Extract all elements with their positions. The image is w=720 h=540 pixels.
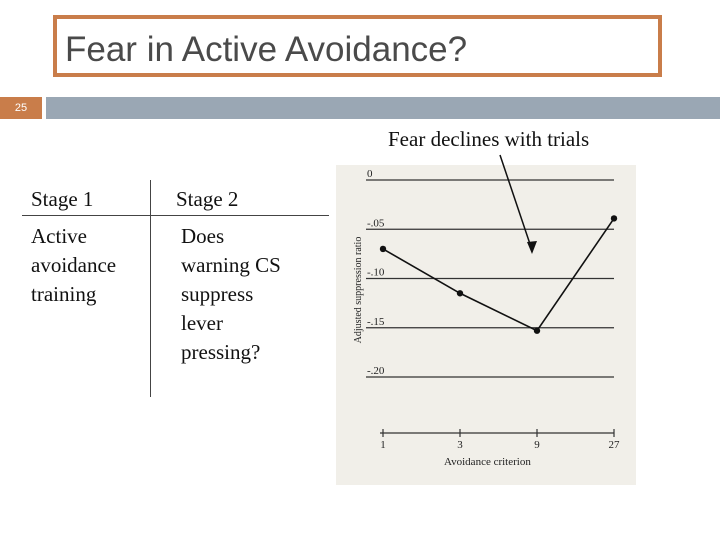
stage2-line: pressing?	[181, 340, 261, 364]
stage2-line: warning CS	[181, 253, 281, 277]
stage2-line: Does	[181, 224, 225, 248]
slide-number: 25	[0, 97, 42, 119]
chart-svg: 0 -.05 -.10 -.15 -.20 1 3 9 27 Avoidance criterio…	[353, 168, 621, 468]
series-line	[382, 217, 615, 332]
table-cell-stage2: Does warning CS suppress lever pressing?	[181, 222, 321, 367]
table-header-divider	[22, 215, 329, 216]
suppression-chart: 0 -.05 -.10 -.15 -.20 1 3 9 27 Avoidance criterio…	[336, 165, 636, 485]
table-header-stage2: Stage 2	[176, 187, 239, 211]
y-axis-label: Adjusted suppression ratio	[353, 237, 364, 344]
data-point	[610, 215, 618, 222]
annotation-text: Fear declines with trials	[388, 127, 590, 151]
header-bar	[46, 97, 720, 119]
x-tick-label: 1	[380, 439, 386, 451]
title-box: Fear in Active Avoidance?	[53, 15, 662, 77]
data-point	[456, 290, 464, 297]
y-tick-label: -.15	[367, 316, 385, 328]
y-tick-label: -.20	[367, 365, 385, 377]
stage2-line: lever	[181, 311, 223, 335]
slide-title: Fear in Active Avoidance?	[65, 30, 468, 69]
y-tick-label: -.10	[367, 267, 385, 279]
stage1-line: avoidance	[31, 253, 117, 277]
table-column-divider	[150, 180, 151, 397]
x-tick-label: 3	[457, 439, 463, 451]
y-tick-label: -.05	[367, 217, 385, 229]
stage1-line: training	[31, 282, 97, 306]
table-header-stage1: Stage 1	[31, 187, 94, 211]
data-point	[379, 245, 387, 253]
x-axis-label: Avoidance criterion	[444, 456, 531, 468]
stage1-line: Active	[31, 224, 87, 248]
x-tick-label: 9	[534, 439, 540, 451]
table-cell-stage1: Active avoidance training	[31, 222, 149, 309]
data-point	[533, 327, 541, 334]
x-tick-label: 27	[609, 439, 621, 451]
y-tick-label: 0	[367, 168, 373, 180]
stage2-line: suppress	[181, 282, 254, 306]
